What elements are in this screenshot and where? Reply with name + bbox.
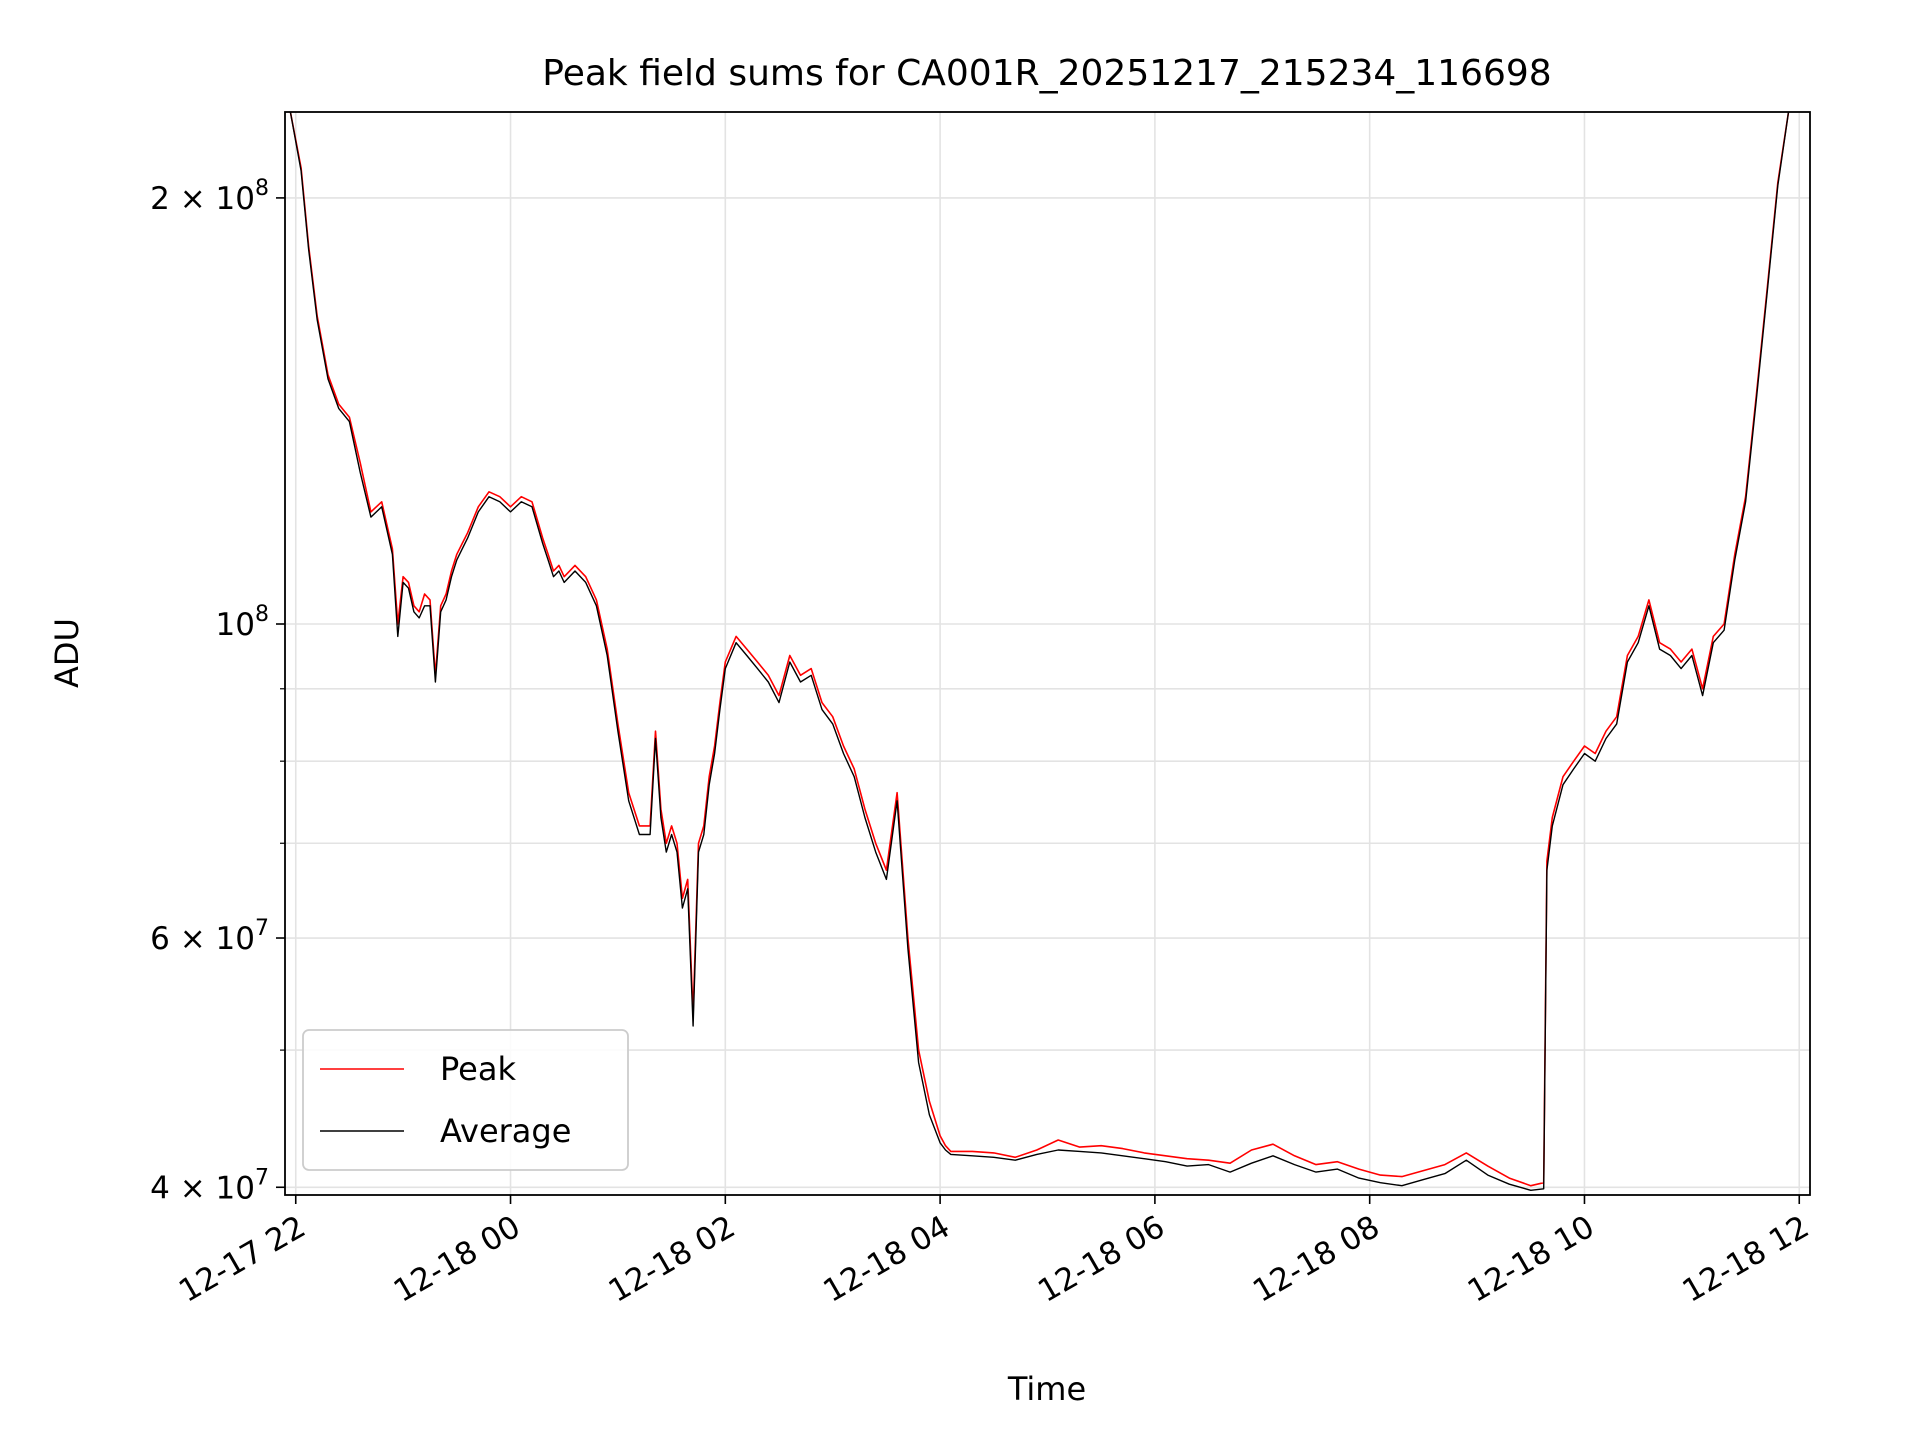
y-axis-label: ADU (48, 618, 86, 688)
legend: Peak Average (302, 1029, 629, 1171)
y-tick-label: 6 × 107 (150, 916, 269, 957)
y-tick-label: 4 × 107 (150, 1165, 269, 1206)
legend-label-average: Average (440, 1112, 571, 1150)
y-tick-label: 2 × 108 (150, 176, 269, 217)
legend-label-peak: Peak (440, 1050, 516, 1088)
x-axis-label: Time (1007, 1370, 1086, 1408)
series-line-average (289, 112, 1790, 1192)
series-layer (289, 112, 1790, 1192)
legend-box (302, 1029, 629, 1171)
grid (285, 112, 1810, 1195)
series-line-peak (289, 112, 1790, 1187)
chart-title: Peak field sums for CA001R_20251217_2152… (542, 53, 1551, 94)
y-tick-label: 108 (216, 602, 269, 643)
plot-frame (284, 111, 1811, 1196)
y-axis: 2 × 108 108 6 × 107 4 × 107 (150, 176, 285, 1206)
